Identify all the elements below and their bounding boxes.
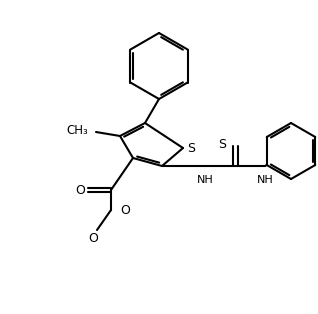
Text: NH: NH (197, 175, 213, 185)
Text: CH₃: CH₃ (66, 123, 88, 137)
Text: NH: NH (257, 175, 273, 185)
Text: S: S (187, 142, 195, 154)
Text: O: O (120, 203, 130, 216)
Text: O: O (75, 183, 85, 197)
Text: S: S (218, 138, 226, 151)
Text: O: O (88, 232, 98, 246)
